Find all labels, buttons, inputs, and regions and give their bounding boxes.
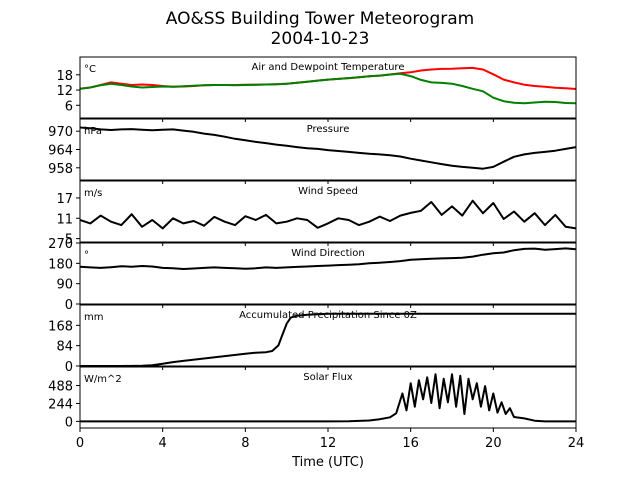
x-tick-label: 16 (402, 436, 419, 451)
panel-title: Accumulated Precipitation Since 0Z (239, 310, 417, 321)
panel-title: Wind Direction (291, 248, 365, 259)
panel-2: 5 11 17 Wind Speed m/s (56, 180, 577, 248)
y-tick-label: 6 (65, 99, 73, 114)
x-tick-label: 8 (241, 436, 249, 451)
panel-unit: °C (84, 64, 96, 75)
y-tick-label: 17 (56, 192, 73, 207)
panel-3: 0 90 180 270 Wind Direction ° (48, 237, 577, 313)
figure-date: 2004-10-23 (271, 29, 370, 49)
y-tick-label: 180 (48, 257, 73, 272)
y-tick-label: 5 (65, 233, 73, 248)
x-axis: 0 4 8 12 16 20 24 (76, 436, 584, 451)
y-tick-label: 0 (65, 360, 73, 375)
y-tick-label: 488 (48, 380, 73, 395)
x-axis-label: Time (UTC) (291, 455, 364, 470)
panel-5: 0 244 488 Solar Flux W/m^2 (48, 366, 577, 432)
panel-title: Air and Dewpoint Temperature (252, 62, 405, 73)
x-tick-label: 20 (485, 436, 502, 451)
panel-unit: hPa (84, 126, 102, 137)
y-tick-label: 84 (56, 340, 73, 355)
panel-title: Pressure (307, 124, 350, 135)
panel-title: Solar Flux (303, 372, 353, 383)
panel-unit: W/m^2 (84, 374, 122, 385)
panel-unit: ° (84, 250, 89, 261)
panel-1: 958 964 970 Pressure hPa (48, 118, 577, 184)
series-line-5-0 (80, 373, 576, 423)
panel-unit: mm (84, 312, 103, 323)
y-tick-label: 12 (56, 84, 73, 99)
y-tick-label: 958 (48, 162, 73, 177)
y-tick-label: 970 (48, 125, 73, 140)
figure-title: AO&SS Building Tower Meteorogram (166, 9, 474, 29)
y-tick-label: 0 (65, 415, 73, 430)
y-tick-label: 168 (48, 319, 73, 334)
series-line-0-1 (80, 72, 576, 105)
x-tick-label: 24 (568, 436, 585, 451)
panel-unit: m/s (84, 188, 102, 199)
y-tick-label: 90 (56, 278, 73, 293)
y-tick-label: 11 (56, 212, 73, 227)
panel-title: Wind Speed (298, 186, 358, 197)
x-tick-label: 12 (320, 436, 337, 451)
y-tick-label: 0 (65, 298, 73, 313)
x-tick-label: 0 (76, 436, 84, 451)
series-line-2-0 (80, 199, 576, 230)
y-tick-label: 270 (48, 237, 73, 252)
y-tick-label: 18 (56, 69, 73, 84)
series-line-3-0 (80, 247, 576, 270)
x-tick-label: 4 (159, 436, 167, 451)
panel-4: 0 84 168 Accumulated Precipitation Since 0Z… (48, 304, 577, 375)
y-tick-label: 244 (48, 397, 73, 412)
series-line-1-0 (80, 126, 576, 170)
y-tick-label: 964 (48, 144, 73, 159)
series-line-4-0 (80, 312, 576, 366)
